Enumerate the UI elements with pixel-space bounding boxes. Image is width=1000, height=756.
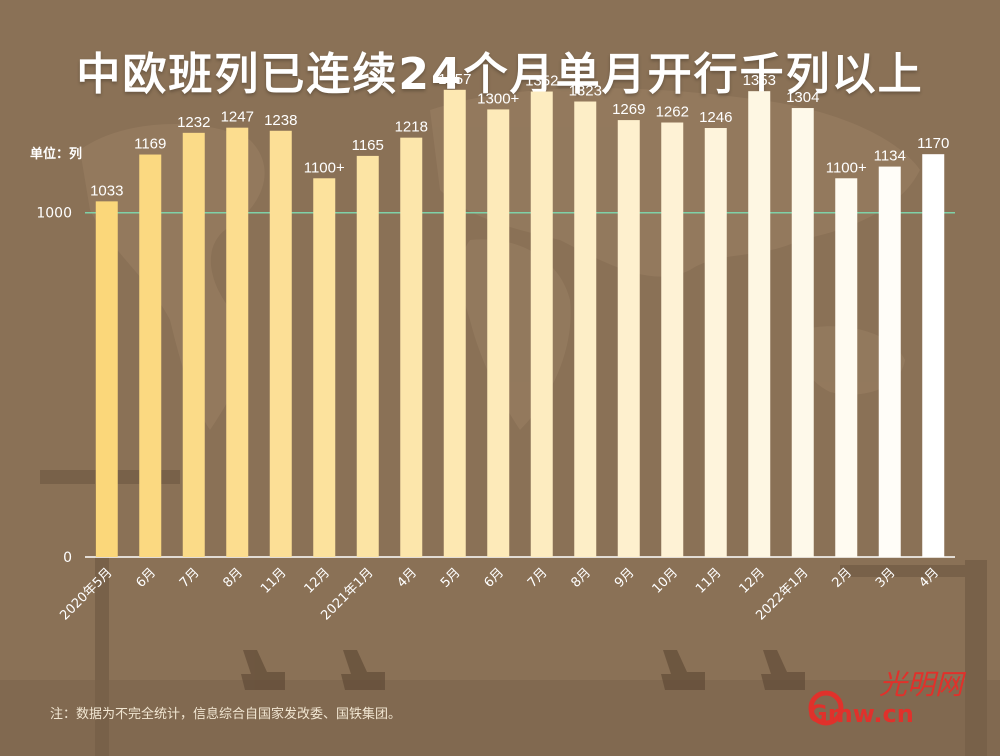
x-tick-label: 8月 <box>220 565 246 591</box>
x-tick-label: 2020年5月 <box>57 565 115 623</box>
bar <box>182 132 205 557</box>
bar-value-label: 1100+ <box>304 159 345 176</box>
bar-value-label: 1269 <box>612 101 645 118</box>
x-tick-label: 6月 <box>481 565 507 591</box>
x-tick-label: 4月 <box>916 565 942 591</box>
x-tick-label: 12月 <box>737 565 768 596</box>
bar <box>878 166 901 557</box>
x-tick-label: 11月 <box>258 565 289 596</box>
x-tick-label: 5月 <box>438 565 464 591</box>
logo-domain-text: Gmw.cn <box>808 700 914 728</box>
x-tick-label: 10月 <box>650 565 681 596</box>
logo-g-circle <box>808 690 844 726</box>
bar <box>269 130 292 557</box>
bar <box>313 178 336 558</box>
bar-value-label: 1169 <box>134 136 166 153</box>
crane-silhouette-right <box>965 560 987 756</box>
x-tick-label: 8月 <box>568 565 594 591</box>
bar-value-label: 1300+ <box>477 90 519 107</box>
bar <box>791 108 814 558</box>
bar-value-label: 1033 <box>90 182 123 199</box>
bar <box>226 127 249 557</box>
bar-value-label: 1170 <box>917 135 949 152</box>
bar <box>704 128 727 557</box>
bar <box>574 101 597 557</box>
x-tick-label: 9月 <box>612 565 638 591</box>
bar <box>139 154 162 557</box>
y-tick-label: 0 <box>63 550 72 566</box>
bar <box>443 89 466 557</box>
bar <box>835 178 858 558</box>
bar <box>400 137 423 557</box>
x-tick-label: 3月 <box>873 565 899 591</box>
chart-title: 中欧班列已连续24个月单月开行千列以上 <box>76 49 924 100</box>
bar <box>748 91 771 557</box>
source-note: 注：数据为不完全统计，信息综合自国家发改委、国铁集团。 <box>50 707 402 722</box>
bar <box>95 201 118 558</box>
x-tick-label: 7月 <box>525 565 551 591</box>
bar-value-label: 1304 <box>786 89 819 106</box>
bar-value-label: 1134 <box>874 148 906 165</box>
excavator-icon <box>761 650 805 690</box>
x-tick-label: 4月 <box>394 565 420 591</box>
x-tick-label: 11月 <box>693 565 724 596</box>
x-tick-label: 12月 <box>302 565 333 596</box>
bar <box>530 91 553 558</box>
bar-value-label: 1323 <box>569 83 602 100</box>
bar <box>922 154 945 557</box>
excavator-icon <box>661 650 705 690</box>
gmw-logo: 光明网 Gmw.cn <box>808 668 967 728</box>
bar <box>487 109 510 557</box>
excavator-icon <box>341 650 385 690</box>
y-tick-label: 1000 <box>36 206 72 222</box>
unit-label: 单位：列 <box>30 147 83 162</box>
bar-value-label: 1100+ <box>826 159 867 176</box>
bar-value-label: 1262 <box>656 104 689 121</box>
logo-chinese-text: 光明网 <box>879 668 967 701</box>
bar-value-label: 1246 <box>699 109 732 126</box>
bar <box>661 122 684 558</box>
continent-shape-americas <box>80 123 265 431</box>
bar-value-label: 1247 <box>221 109 254 126</box>
bar-value-label: 1238 <box>264 112 297 129</box>
excavator-icon <box>241 650 285 690</box>
bar <box>617 120 640 557</box>
bar-value-label: 1165 <box>352 137 384 154</box>
x-tick-label: 2月 <box>829 565 855 591</box>
bar-value-label: 1352 <box>525 73 558 90</box>
bar-value-label: 1218 <box>395 119 428 136</box>
bar <box>356 155 379 557</box>
bar-value-label: 1353 <box>743 72 776 89</box>
bar-value-label: 1357 <box>438 71 471 88</box>
x-tick-label: 7月 <box>177 565 203 591</box>
x-tick-label: 6月 <box>133 565 159 591</box>
crane-beam-right <box>840 565 980 577</box>
bar-value-label: 1232 <box>177 114 210 131</box>
